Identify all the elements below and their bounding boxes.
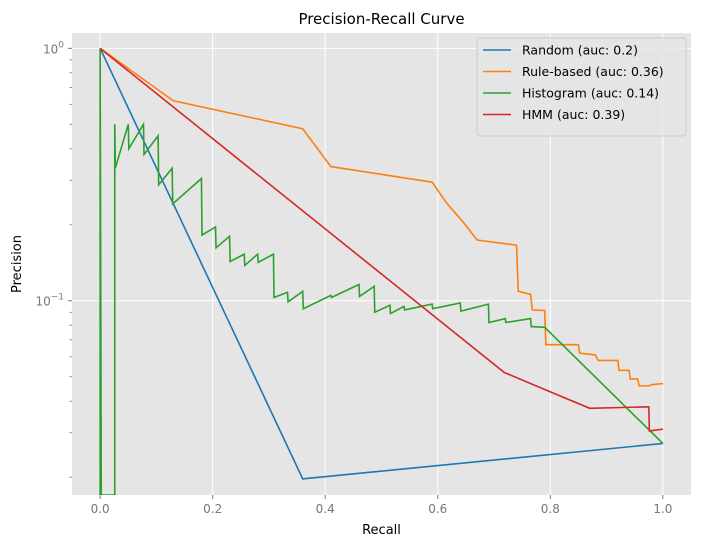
y-tick-label: 10−1 <box>35 293 64 309</box>
legend-entry: HMM (auc: 0.39) <box>522 107 625 122</box>
series-line-0 <box>99 47 663 480</box>
series-line-1 <box>99 47 663 387</box>
axis-ticks: 0.0 0.2 0.4 0.6 0.8 1.0 100 10−1 <box>35 40 672 516</box>
x-tick-label: 0.0 <box>91 502 110 516</box>
legend-entry: Histogram (auc: 0.14) <box>522 86 659 101</box>
y-axis-label: Precision <box>10 235 25 293</box>
legend-entry: Rule-based (auc: 0.36) <box>522 64 664 79</box>
x-tick-label: 0.6 <box>428 502 447 516</box>
series-line-3 <box>99 47 663 432</box>
legend-box <box>476 37 687 137</box>
x-tick-label: 0.4 <box>316 502 335 516</box>
x-axis-label: Recall <box>362 523 401 538</box>
series-line-2 <box>99 48 664 495</box>
legend-entry: Random (auc: 0.2) <box>522 43 638 58</box>
x-tick-label: 1.0 <box>653 502 672 516</box>
series-lines <box>99 47 664 495</box>
y-tick-label: 100 <box>43 40 64 56</box>
x-tick-label: 0.2 <box>203 502 222 516</box>
chart-title: Precision-Recall Curve <box>298 10 464 28</box>
x-tick-label: 0.8 <box>541 502 560 516</box>
legend: Random (auc: 0.2) Rule-based (auc: 0.36) H… <box>476 37 687 137</box>
